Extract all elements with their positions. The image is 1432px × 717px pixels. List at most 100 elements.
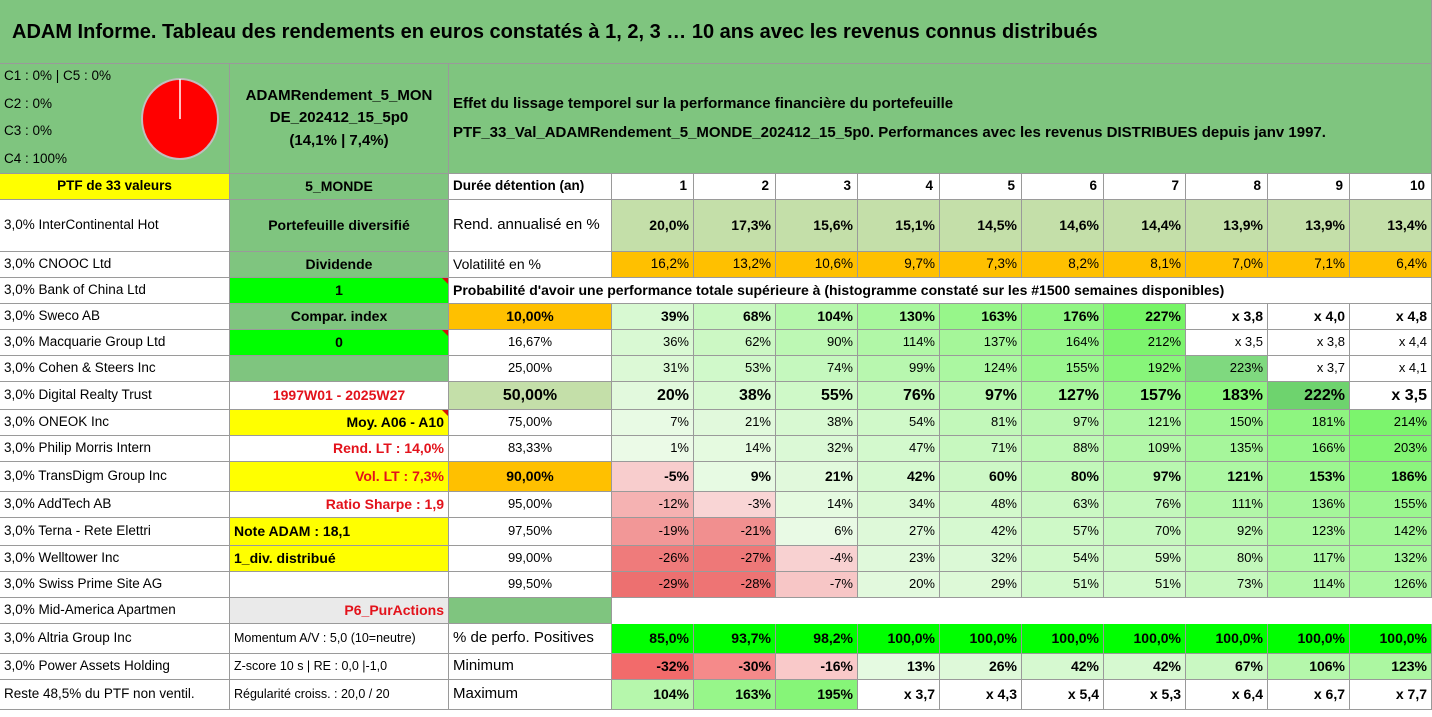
annualized-return-value: 13,9% (1186, 200, 1268, 252)
year-header: 8 (1186, 174, 1268, 200)
probability-value: 63% (1022, 492, 1104, 518)
probability-value: 92% (1186, 518, 1268, 546)
volatility-value: 7,0% (1186, 252, 1268, 278)
probability-value: 114% (1268, 572, 1350, 598)
duration-header: Durée détention (an) (449, 174, 612, 200)
holding-row: 3,0% Cohen & Steers Inc (0, 356, 230, 382)
probability-threshold: 50,00% (449, 382, 612, 410)
probability-value: 1% (612, 436, 694, 462)
year-header: 6 (1022, 174, 1104, 200)
probability-value: 99% (858, 356, 940, 382)
minimum-value: 106% (1268, 654, 1350, 680)
probability-value: 42% (858, 462, 940, 492)
volatility-value: 7,3% (940, 252, 1022, 278)
volatility-value: 10,6% (776, 252, 858, 278)
probability-value: 21% (776, 462, 858, 492)
probability-value: x 4,1 (1350, 356, 1432, 382)
annualized-return-value: 14,6% (1022, 200, 1104, 252)
holding-row: 3,0% Digital Realty Trust (0, 382, 230, 410)
probability-value: 9% (694, 462, 776, 492)
probability-value: 97% (1022, 410, 1104, 436)
probability-value: -29% (612, 572, 694, 598)
blank-cell (230, 572, 449, 598)
minimum-value: 42% (1104, 654, 1186, 680)
legend-c4: C4 : 100% (4, 151, 68, 166)
probability-value: 38% (694, 382, 776, 410)
blank-cell (1350, 278, 1432, 304)
probability-value: 130% (858, 304, 940, 330)
annualized-return-value: 20,0% (612, 200, 694, 252)
average-label: Moy. A06 - A10 (230, 410, 449, 436)
holding-row: 3,0% Philip Morris Intern (0, 436, 230, 462)
maximum-value: 195% (776, 680, 858, 710)
probability-value: 54% (1022, 546, 1104, 572)
annualized-return-value: 14,5% (940, 200, 1022, 252)
fund-summary: (14,1% | 7,4%) (289, 131, 389, 149)
probability-value: 126% (1350, 572, 1432, 598)
probability-value: -3% (694, 492, 776, 518)
probability-value: 111% (1186, 492, 1268, 518)
probability-value: -4% (776, 546, 858, 572)
probability-value: 192% (1104, 356, 1186, 382)
positive-perf-value: 85,0% (612, 624, 694, 654)
probability-value: 88% (1022, 436, 1104, 462)
probability-value: 53% (694, 356, 776, 382)
year-header: 3 (776, 174, 858, 200)
probability-value: 123% (1268, 518, 1350, 546)
probability-threshold: 97,50% (449, 518, 612, 546)
maximum-value: x 5,4 (1022, 680, 1104, 710)
volatility-label: Volatilité en % (449, 252, 612, 278)
probability-value: 29% (940, 572, 1022, 598)
probability-value: 76% (858, 382, 940, 410)
annualized-return-value: 17,3% (694, 200, 776, 252)
probability-value: 20% (612, 382, 694, 410)
holding-row: 3,0% Bank of China Ltd (0, 278, 230, 304)
strategy-label: Dividende (230, 252, 449, 278)
probability-value: 81% (940, 410, 1022, 436)
share-class-label: P6_PurActions (230, 598, 449, 624)
holding-row: 3,0% TransDigm Group Inc (0, 462, 230, 492)
probability-value: 132% (1350, 546, 1432, 572)
holding-row: 3,0% ONEOK Inc (0, 410, 230, 436)
probability-value: 153% (1268, 462, 1350, 492)
probability-value: 227% (1104, 304, 1186, 330)
positive-perf-value: 100,0% (858, 624, 940, 654)
composition-legend: C1 : 0% | C5 : 0% C2 : 0% C3 : 0% C4 : 1… (0, 64, 230, 174)
probability-value: x 3,7 (1268, 356, 1350, 382)
probability-value: 212% (1104, 330, 1186, 356)
holding-row: 3,0% Welltower Inc (0, 546, 230, 572)
probability-value: 150% (1186, 410, 1268, 436)
positive-perf-value: 100,0% (1186, 624, 1268, 654)
positive-perf-value: 100,0% (1022, 624, 1104, 654)
probability-value: 164% (1022, 330, 1104, 356)
probability-value: 214% (1350, 410, 1432, 436)
holding-row: 3,0% Sweco AB (0, 304, 230, 330)
probability-value: -7% (776, 572, 858, 598)
effect-line2: PTF_33_Val_ADAMRendement_5_MONDE_202412_… (453, 123, 1326, 141)
probability-value: 31% (612, 356, 694, 382)
probability-value: 114% (858, 330, 940, 356)
volatility-value: 8,1% (1104, 252, 1186, 278)
probability-value: 14% (776, 492, 858, 518)
probability-value: 55% (776, 382, 858, 410)
year-header: 10 (1350, 174, 1432, 200)
probability-value: -26% (612, 546, 694, 572)
probability-value: 27% (858, 518, 940, 546)
dividend-note: 1_div. distribué (230, 546, 449, 572)
probability-value: 135% (1186, 436, 1268, 462)
probability-value: 121% (1186, 462, 1268, 492)
year-header: 5 (940, 174, 1022, 200)
sharpe-ratio: Ratio Sharpe : 1,9 (230, 492, 449, 518)
holding-row: 3,0% Macquarie Group Ltd (0, 330, 230, 356)
minimum-label: Minimum (449, 654, 612, 680)
probability-value: 155% (1022, 356, 1104, 382)
volatility-value: 6,4% (1350, 252, 1432, 278)
positive-perf-value: 100,0% (1104, 624, 1186, 654)
annualized-return-value: 14,4% (1104, 200, 1186, 252)
probability-value: 163% (940, 304, 1022, 330)
probability-value: 6% (776, 518, 858, 546)
positive-perf-label: % de perfo. Positives (449, 624, 612, 654)
probability-value: 32% (776, 436, 858, 462)
probability-value: 137% (940, 330, 1022, 356)
probability-value: 51% (1022, 572, 1104, 598)
